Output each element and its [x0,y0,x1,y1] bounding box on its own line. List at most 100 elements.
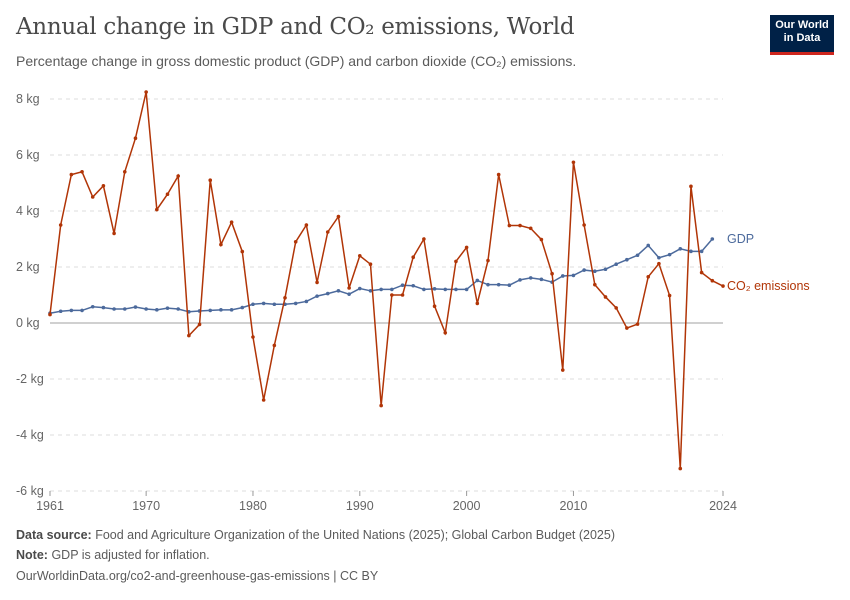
data-point [507,283,512,288]
data-point [635,322,640,326]
legend-label[interactable]: CO₂ emissions [727,279,810,293]
data-point [304,299,309,304]
data-point [251,302,255,307]
data-point [165,192,170,196]
data-point [357,254,362,258]
x-tick-label: 1970 [132,499,160,513]
data-point [422,287,426,292]
data-point [251,335,255,339]
data-point [208,178,213,182]
data-point [240,305,245,310]
data-point [90,195,95,199]
data-point [528,226,533,231]
data-point [176,307,180,311]
data-point [475,301,480,306]
data-point [646,275,651,279]
data-point [528,276,533,280]
source-label: Data source: [16,528,92,542]
data-point [379,287,383,292]
data-point [614,262,618,267]
data-point [411,283,416,288]
data-point [582,223,586,227]
data-point [721,284,725,288]
data-point [496,172,501,177]
data-point [176,174,180,178]
data-point [272,343,277,348]
owid-logo[interactable]: Our World in Data [770,15,834,55]
legend-label[interactable]: GDP [727,232,754,246]
data-point [390,287,394,292]
data-point [689,249,693,254]
data-point [293,240,298,244]
data-point [432,287,437,291]
data-point [454,259,458,264]
data-point [443,331,448,335]
data-source: Data source: Food and Agriculture Organi… [16,528,615,542]
data-point [464,245,469,250]
data-point [197,322,202,327]
data-point [443,287,448,292]
data-point [155,308,159,312]
source-url[interactable]: OurWorldinData.org/co2-and-greenhouse-ga… [16,569,379,583]
data-point [261,398,266,402]
data-point [411,255,416,259]
x-tick-label: 2024 [709,499,737,513]
data-point [678,466,683,471]
data-point [336,214,341,219]
data-point [560,274,565,278]
data-point [58,309,63,314]
data-point [133,305,138,309]
data-point [144,90,148,94]
data-point [539,237,544,242]
y-tick-label: 8 kg [16,92,40,106]
data-point [699,249,704,254]
note: Note: GDP is adjusted for inflation. [16,548,210,562]
data-point [667,293,672,298]
data-point [357,286,362,291]
data-point [229,308,234,312]
data-point [422,237,426,241]
data-point [58,223,63,227]
data-point [315,280,319,285]
data-point [69,172,74,177]
source-text: Food and Agriculture Organization of the… [95,528,615,542]
data-point [699,270,704,275]
data-point [539,277,544,282]
data-point [667,252,672,257]
data-point [101,305,106,310]
data-point [133,136,138,140]
data-point [80,308,84,313]
data-point [390,293,394,297]
data-point [240,249,245,254]
data-point [710,237,715,241]
data-point [304,223,309,227]
data-point [90,304,95,309]
data-point [48,312,52,317]
data-point [112,231,116,236]
data-point [208,308,213,313]
data-point [325,230,330,234]
data-point [507,223,512,228]
data-point [454,287,458,292]
data-point [293,301,298,306]
data-point [603,267,608,272]
data-point [400,283,405,288]
y-tick-label: 4 kg [16,204,40,218]
data-point [283,296,287,300]
data-point [571,273,576,278]
data-point [625,257,629,262]
data-point [368,262,373,267]
data-point [625,326,629,330]
data-point [657,255,661,260]
data-point [432,304,437,309]
data-point [219,242,223,247]
data-point [325,291,330,296]
x-tick-label: 1980 [239,499,267,513]
data-point [155,207,159,212]
data-point [603,295,608,299]
data-point [122,170,127,174]
data-point [582,268,586,272]
data-point [336,289,341,293]
data-point [112,307,116,311]
data-point [486,282,490,287]
